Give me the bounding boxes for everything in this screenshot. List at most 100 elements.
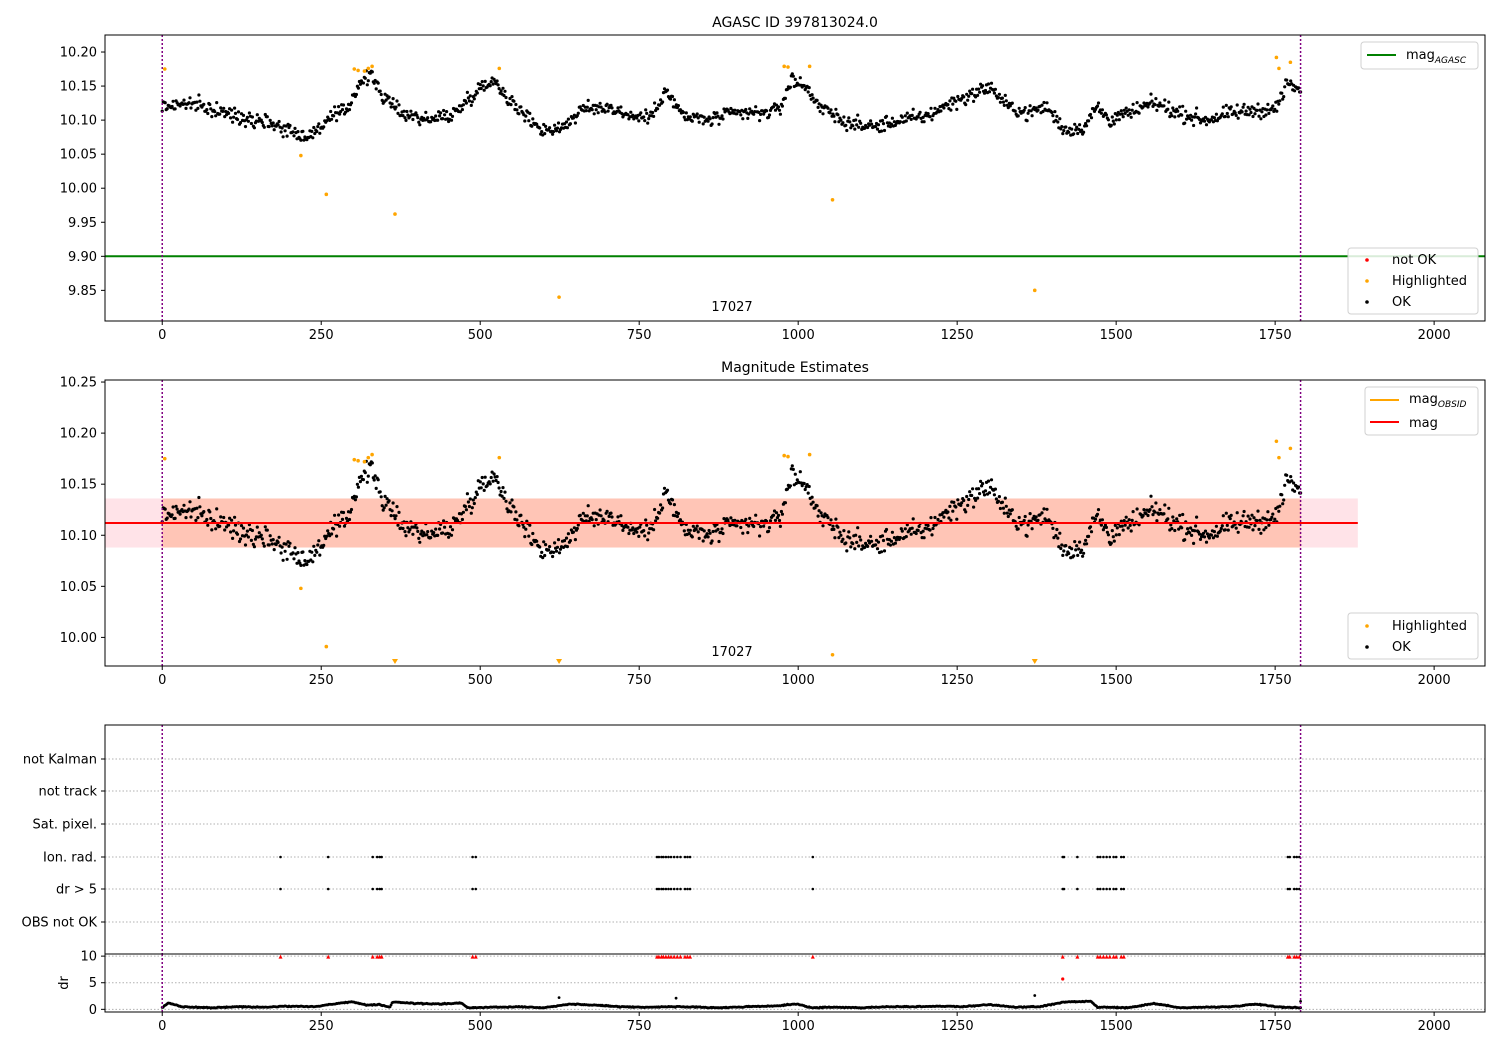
- ok-point: [238, 537, 243, 541]
- ok-point: [1099, 111, 1103, 115]
- ok-point: [465, 492, 469, 496]
- ok-point: [468, 497, 472, 501]
- ok-point: [921, 115, 925, 119]
- ok-point: [361, 81, 365, 85]
- ok-point: [337, 105, 341, 109]
- ok-point: [482, 88, 486, 92]
- ok-point: [986, 479, 991, 483]
- dr-outlier-point: [557, 996, 561, 1000]
- ok-point: [519, 105, 523, 109]
- ok-point: [1124, 106, 1128, 110]
- ok-point: [1236, 116, 1240, 120]
- ok-point: [981, 84, 985, 88]
- ok-point: [1207, 536, 1211, 540]
- ok-point: [316, 125, 320, 129]
- ok-point: [646, 538, 650, 542]
- ok-point: [414, 111, 418, 115]
- ok-point: [1280, 493, 1284, 497]
- ok-point: [993, 487, 998, 491]
- ok-point: [889, 122, 894, 126]
- ok-point: [1117, 118, 1121, 122]
- ok-point: [429, 536, 433, 540]
- ok-point: [1056, 536, 1060, 540]
- ok-point: [599, 105, 603, 109]
- highlighted-point: [352, 67, 357, 71]
- ok-point: [548, 126, 552, 130]
- ok-point: [1167, 506, 1171, 510]
- ok-point: [653, 507, 657, 512]
- ok-point: [658, 103, 662, 107]
- x-tick-label: 750: [627, 1019, 652, 1034]
- ok-point: [1058, 117, 1062, 121]
- ok-point: [210, 115, 214, 119]
- ok-point: [496, 83, 500, 87]
- ok-point: [917, 524, 921, 529]
- ok-point: [1034, 106, 1038, 110]
- ok-point: [441, 117, 445, 121]
- ok-point: [385, 497, 389, 501]
- ok-point: [918, 110, 922, 114]
- ok-point: [744, 517, 748, 522]
- ok-point: [528, 111, 532, 115]
- ok-point: [653, 101, 657, 105]
- ok-point: [668, 502, 673, 506]
- ok-point: [267, 543, 271, 547]
- ok-point: [1042, 507, 1046, 511]
- ok-point: [1202, 535, 1207, 539]
- ok-point: [644, 518, 648, 522]
- ok-point: [401, 114, 405, 118]
- ok-point: [1257, 114, 1261, 118]
- ok-point: [1054, 534, 1058, 538]
- ok-point: [1089, 530, 1094, 534]
- highlighted-point: [786, 454, 790, 459]
- ok-point: [1253, 524, 1257, 528]
- ok-point: [909, 532, 913, 536]
- ok-point: [810, 495, 814, 499]
- panel-1-y-axis: 9.85 9.90 9.95 10.00 10.05 10.10 10.15 10.20: [60, 46, 105, 299]
- ok-point: [468, 94, 472, 98]
- ok-point: [363, 76, 367, 80]
- legend-ok-2: OK: [1392, 640, 1411, 655]
- ok-point: [956, 498, 960, 502]
- ok-point: [914, 531, 918, 536]
- ok-point: [855, 123, 859, 127]
- ok-point: [1055, 527, 1059, 532]
- ok-point: [898, 536, 902, 540]
- ok-point: [1150, 99, 1154, 103]
- highlighted-point: [366, 455, 371, 460]
- ok-point: [460, 517, 464, 522]
- ok-point: [510, 498, 514, 502]
- ok-point: [274, 542, 278, 547]
- ok-point: [1120, 524, 1124, 528]
- y-tick-label: 0: [89, 1003, 97, 1018]
- ok-point: [1016, 114, 1020, 118]
- ok-point: [1074, 128, 1078, 132]
- ok-point: [515, 518, 519, 522]
- ok-point: [978, 492, 982, 496]
- ok-point: [249, 121, 253, 126]
- ok-point: [271, 121, 275, 125]
- ok-point: [926, 112, 930, 116]
- ok-point: [508, 501, 512, 505]
- ok-point: [396, 111, 400, 115]
- ok-point: [888, 125, 893, 129]
- panel-1-background: [105, 35, 1485, 321]
- ok-point: [1169, 523, 1173, 527]
- dr-gt5-flag: [1292, 887, 1296, 891]
- ok-point: [643, 119, 647, 123]
- ion-rad-flag: [380, 855, 383, 859]
- ok-point: [510, 95, 514, 99]
- ok-point: [752, 524, 756, 529]
- ok-point: [779, 509, 784, 514]
- ok-point: [1247, 525, 1251, 529]
- ok-point: [711, 529, 715, 534]
- ok-point: [880, 534, 885, 538]
- ok-point: [390, 509, 394, 513]
- ok-point: [418, 123, 422, 127]
- ok-point: [1106, 533, 1110, 537]
- panel-1-legend-mag-agasc: magAGASC: [1360, 41, 1479, 70]
- ok-point: [798, 76, 802, 80]
- ok-point: [1126, 526, 1130, 530]
- ok-point: [971, 487, 975, 491]
- panel-3-background: [105, 725, 1485, 954]
